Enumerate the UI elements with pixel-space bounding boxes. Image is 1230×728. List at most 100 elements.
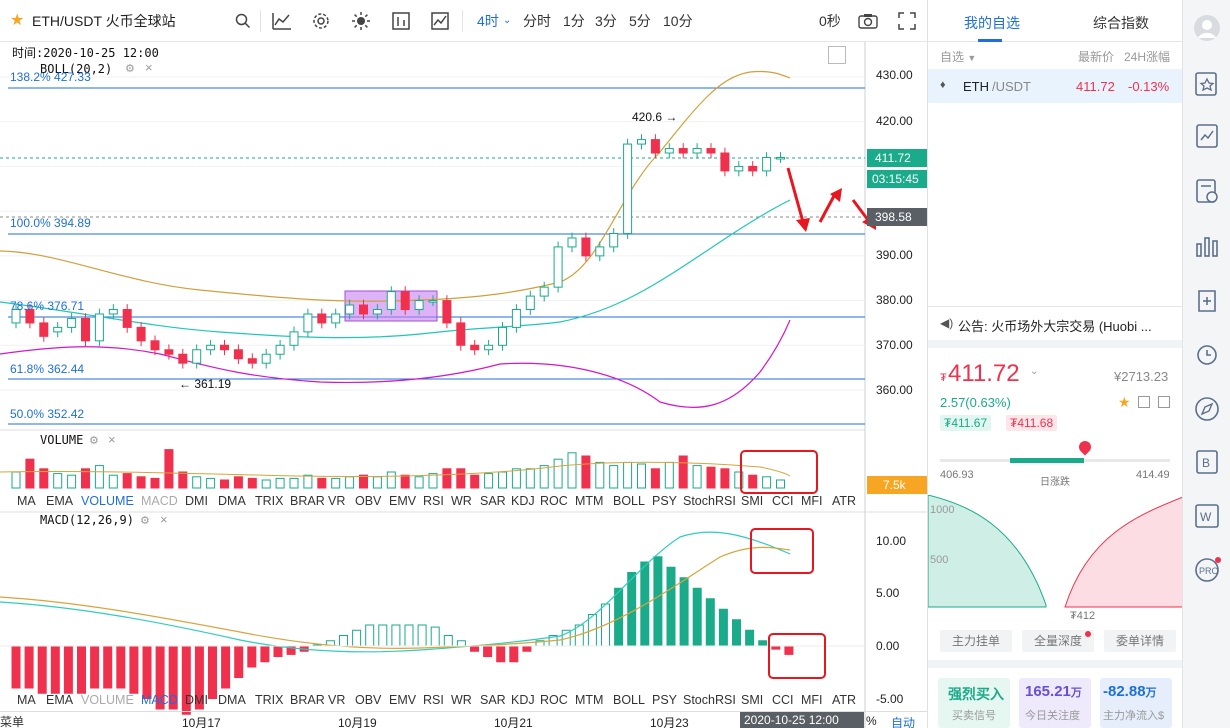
avatar-icon[interactable] [1193, 14, 1221, 42]
star-watchlist-icon[interactable] [1193, 70, 1221, 98]
indicator-tab-brar[interactable]: BRAR [290, 494, 325, 508]
indicator-tab-emv[interactable]: EMV [389, 494, 417, 508]
indicator-tab-smi[interactable]: SMI [741, 693, 764, 707]
symbol-title[interactable]: ETH/USDT 火币全球站 [32, 13, 176, 29]
indicator-tab-volume[interactable]: VOLUME [81, 494, 134, 508]
indicator-tab-atr[interactable]: ATR [832, 494, 857, 508]
search-icon[interactable] [235, 0, 251, 42]
indicator-tab-ma[interactable]: MA [17, 693, 36, 707]
indicator-tab-dma[interactable]: DMA [218, 693, 246, 707]
theme-sun-icon[interactable] [351, 0, 371, 42]
indicator-tab-roc[interactable]: ROC [540, 494, 568, 508]
indicator-tab-ma[interactable]: MA [17, 494, 36, 508]
indicator-tab-psy[interactable]: PSY [652, 693, 678, 707]
zoom-percent[interactable]: % [866, 714, 877, 728]
indicator-tab-mfi[interactable]: MFI [801, 494, 823, 508]
kline-chart[interactable]: 时间:2020-10-25 12:00 BOLL(20,2) ⚙ × 138.2… [0, 42, 927, 728]
indicator-tab-dma[interactable]: DMA [218, 494, 246, 508]
tab-composite-index[interactable]: 综合指数 [1093, 15, 1149, 31]
settings-gear-icon[interactable] [312, 0, 330, 42]
indicator-tab-mtm[interactable]: MTM [575, 693, 604, 707]
chevron-down-icon[interactable]: ⌄ [503, 15, 512, 26]
indicator-tab-cci[interactable]: CCI [772, 494, 794, 508]
indicator-tab-boll[interactable]: BOLL [613, 494, 645, 508]
indicator-tab-rsi[interactable]: RSI [423, 693, 444, 707]
timeframe-10m[interactable]: 10分 [663, 13, 693, 29]
collapse-panel-icon[interactable] [828, 46, 846, 64]
depth-chart[interactable] [928, 495, 1183, 620]
indicator-tab-wr[interactable]: WR [451, 693, 472, 707]
indicator-tab-macd[interactable]: MACD [141, 693, 178, 707]
indicator-tab-vr[interactable]: VR [328, 494, 346, 508]
alarm-clock-icon[interactable] [1193, 340, 1221, 368]
indicator-tab-atr[interactable]: ATR [832, 693, 857, 707]
compass-icon[interactable] [1193, 395, 1221, 423]
add-tab-icon[interactable] [1193, 287, 1221, 315]
watch-col-header[interactable]: 自选 ▼ [940, 50, 977, 64]
line-chart-icon[interactable] [431, 0, 449, 42]
checklist-icon[interactable] [1193, 177, 1221, 205]
macd-close-icon[interactable]: × [160, 512, 168, 527]
indicator-tab-trix[interactable]: TRIX [255, 494, 284, 508]
seconds-label[interactable]: 0秒 [819, 13, 841, 29]
full-depth-button[interactable]: 全量深度 [1022, 630, 1094, 652]
price-col-header[interactable]: 最新价 [1078, 50, 1115, 64]
camera-icon[interactable] [858, 0, 878, 42]
share-icon[interactable] [1158, 396, 1170, 408]
w-icon[interactable]: W [1193, 502, 1221, 530]
indicator-tab-ema[interactable]: EMA [46, 494, 74, 508]
pro-icon[interactable]: PRO [1193, 556, 1221, 584]
announcement-text[interactable]: 公告: 火币场外大宗交易 (Huobi ... [958, 319, 1152, 334]
indicator-tab-kdj[interactable]: KDJ [511, 693, 535, 707]
indicator-tab-trix[interactable]: TRIX [255, 693, 284, 707]
timeframe-5m[interactable]: 5分 [629, 13, 651, 29]
list-b-icon[interactable]: B [1193, 448, 1221, 476]
indicator-icon[interactable] [272, 0, 292, 42]
attention-card[interactable]: 165.21万 今日关注度 [1019, 678, 1091, 728]
indicator-tab-psy[interactable]: PSY [652, 494, 678, 508]
chart-doc-icon[interactable] [1193, 122, 1221, 150]
timeframe-timeline[interactable]: 分时 [523, 13, 551, 29]
volume-settings-icon[interactable]: ⚙ [89, 435, 99, 447]
indicator-tab-dmi[interactable]: DMI [185, 693, 208, 707]
timeframe-4h[interactable]: 4时 [477, 13, 499, 29]
indicator-tab-brar[interactable]: BRAR [290, 693, 325, 707]
fullscreen-icon[interactable] [898, 0, 916, 42]
indicator-tab-dmi[interactable]: DMI [185, 494, 208, 508]
indicator-tab-kdj[interactable]: KDJ [511, 494, 535, 508]
macd-settings-icon[interactable]: ⚙ [140, 515, 150, 527]
indicator-tab-mtm[interactable]: MTM [575, 494, 604, 508]
signal-card[interactable]: 强烈买入 买卖信号 [938, 678, 1010, 728]
menu-label[interactable]: 菜单 [0, 715, 25, 728]
indicator-tab-smi[interactable]: SMI [741, 494, 764, 508]
indicator-tab-boll[interactable]: BOLL [613, 693, 645, 707]
favorite-star-icon[interactable]: ★ [1118, 394, 1131, 410]
timeframe-1m[interactable]: 1分 [563, 13, 585, 29]
change-col-header[interactable]: 24H涨幅 [1124, 50, 1171, 64]
volume-close-icon[interactable]: × [108, 432, 116, 447]
indicator-tab-stochrsi[interactable]: StochRSI [683, 693, 736, 707]
chart-canvas[interactable] [0, 42, 927, 728]
indicator-tab-ema[interactable]: EMA [46, 693, 74, 707]
indicator-tab-roc[interactable]: ROC [540, 693, 568, 707]
indicator-tab-wr[interactable]: WR [451, 494, 472, 508]
chevron-down-icon[interactable]: ⌄ [1030, 366, 1039, 377]
indicator-tab-sar[interactable]: SAR [480, 494, 506, 508]
watchlist-row-eth[interactable]: ♦ ETH /USDT 411.72 -0.13% [928, 69, 1183, 103]
depth-chart-icon[interactable] [392, 0, 410, 42]
indicator-tab-sar[interactable]: SAR [480, 693, 506, 707]
auto-scale-button[interactable]: 自动 [891, 716, 916, 728]
indicator-tab-vr[interactable]: VR [328, 693, 346, 707]
boll-close-icon[interactable]: × [145, 60, 153, 75]
indicator-tab-macd[interactable]: MACD [141, 494, 178, 508]
copy-icon[interactable] [1138, 396, 1150, 408]
indicator-tab-volume[interactable]: VOLUME [81, 693, 134, 707]
bar-chart-icon[interactable] [1193, 232, 1221, 260]
indicator-tab-stochrsi[interactable]: StochRSI [683, 494, 736, 508]
main-orders-button[interactable]: 主力挂单 [940, 630, 1012, 652]
indicator-tab-cci[interactable]: CCI [772, 693, 794, 707]
boll-settings-icon[interactable]: ⚙ [125, 63, 135, 75]
favorite-star-icon[interactable]: ★ [10, 12, 25, 29]
indicator-tab-obv[interactable]: OBV [355, 693, 382, 707]
order-details-button[interactable]: 委单详情 [1104, 630, 1176, 652]
